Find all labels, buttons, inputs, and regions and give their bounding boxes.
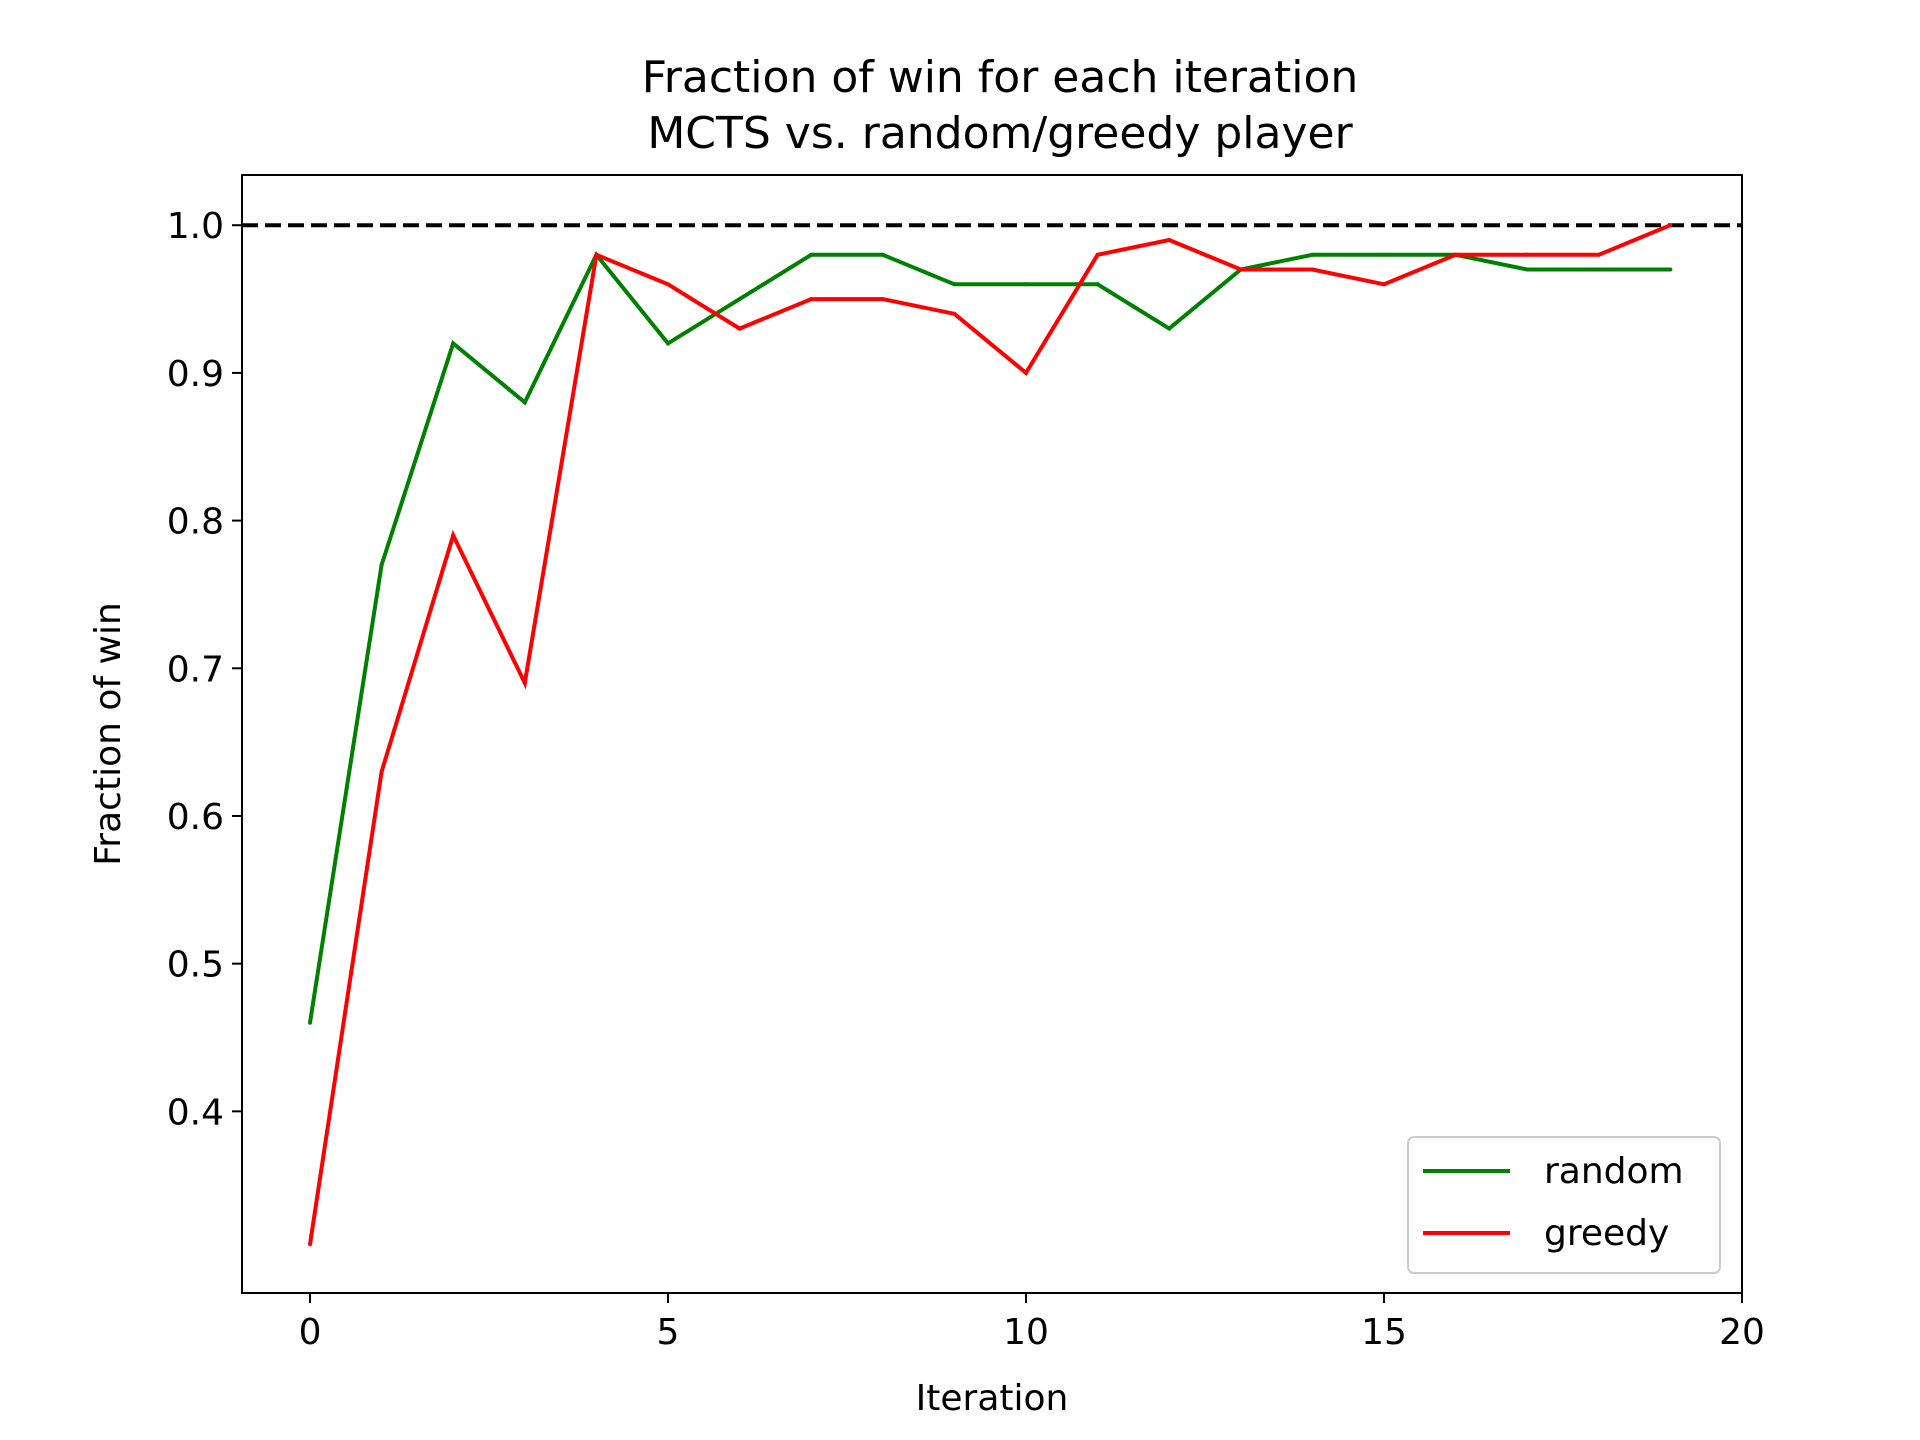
x-axis-label: Iteration: [916, 1378, 1069, 1419]
y-axis-label: Fraction of win: [88, 602, 129, 866]
data-point-greedy: [308, 1242, 313, 1247]
data-point-greedy: [1668, 223, 1673, 228]
x-tick-label: 10: [1003, 1312, 1049, 1353]
axes-frame: [241, 174, 1743, 1294]
data-point-random: [522, 400, 527, 405]
data-point-greedy: [451, 533, 456, 538]
series-line-greedy: [308, 223, 1672, 1245]
data-point-random: [666, 341, 671, 346]
x-tick-label: 5: [657, 1312, 680, 1353]
data-point-random: [1095, 282, 1100, 287]
data-point-random: [880, 252, 885, 257]
data-point-greedy: [1167, 237, 1172, 242]
data-point-greedy: [522, 681, 527, 686]
data-point-greedy: [1453, 252, 1458, 257]
y-tick-label: 1.0: [167, 206, 224, 247]
x-tick-label: 0: [299, 1312, 322, 1353]
axis-ticks: 0 5 10 15 20 0.4 0.5 0.6 0.7 0.8 0.9 1.0: [167, 206, 1765, 1353]
data-point-random: [737, 297, 742, 302]
y-tick-label: 0.6: [167, 797, 224, 838]
data-point-random: [952, 282, 957, 287]
data-point-greedy: [952, 311, 957, 316]
data-point-greedy: [1095, 252, 1100, 257]
data-point-greedy: [737, 326, 742, 331]
data-point-random: [809, 252, 814, 257]
x-tick-label: 15: [1361, 1312, 1407, 1353]
data-point-greedy: [594, 252, 599, 257]
legend-label-random: random: [1544, 1151, 1684, 1192]
data-point-random: [1167, 326, 1172, 331]
data-point-greedy: [666, 282, 671, 287]
y-tick-label: 0.7: [167, 649, 224, 690]
data-point-greedy: [1382, 282, 1387, 287]
y-tick-label: 0.8: [167, 502, 224, 543]
data-point-greedy: [880, 297, 885, 302]
data-point-random: [1596, 267, 1601, 272]
y-tick-label: 0.5: [167, 945, 224, 986]
data-point-random: [1525, 267, 1530, 272]
y-tick-label: 0.4: [167, 1092, 224, 1133]
data-point-greedy: [809, 297, 814, 302]
x-tick-label: 20: [1719, 1312, 1765, 1353]
data-point-random: [379, 562, 384, 567]
data-point-random: [1668, 267, 1673, 272]
data-point-random: [1024, 282, 1029, 287]
legend-label-greedy: greedy: [1544, 1213, 1669, 1254]
data-point-random: [1310, 252, 1315, 257]
data-point-greedy: [1525, 252, 1530, 257]
data-point-random: [308, 1020, 313, 1025]
data-point-greedy: [1238, 267, 1243, 272]
series-line-random: [308, 251, 1671, 1024]
data-point-greedy: [1310, 267, 1315, 272]
data-point-random: [451, 341, 456, 346]
data-point-greedy: [1024, 370, 1029, 375]
chart-title-line-1: Fraction of win for each iteration: [642, 52, 1359, 103]
data-point-greedy: [379, 769, 384, 774]
legend: random greedy: [1407, 1136, 1721, 1274]
y-tick-label: 0.9: [167, 354, 224, 395]
data-point-greedy: [1596, 252, 1601, 257]
data-point-random: [1382, 252, 1387, 257]
chart-title-line-2: MCTS vs. random/greedy player: [647, 108, 1353, 159]
plot-area: [242, 223, 1742, 1247]
